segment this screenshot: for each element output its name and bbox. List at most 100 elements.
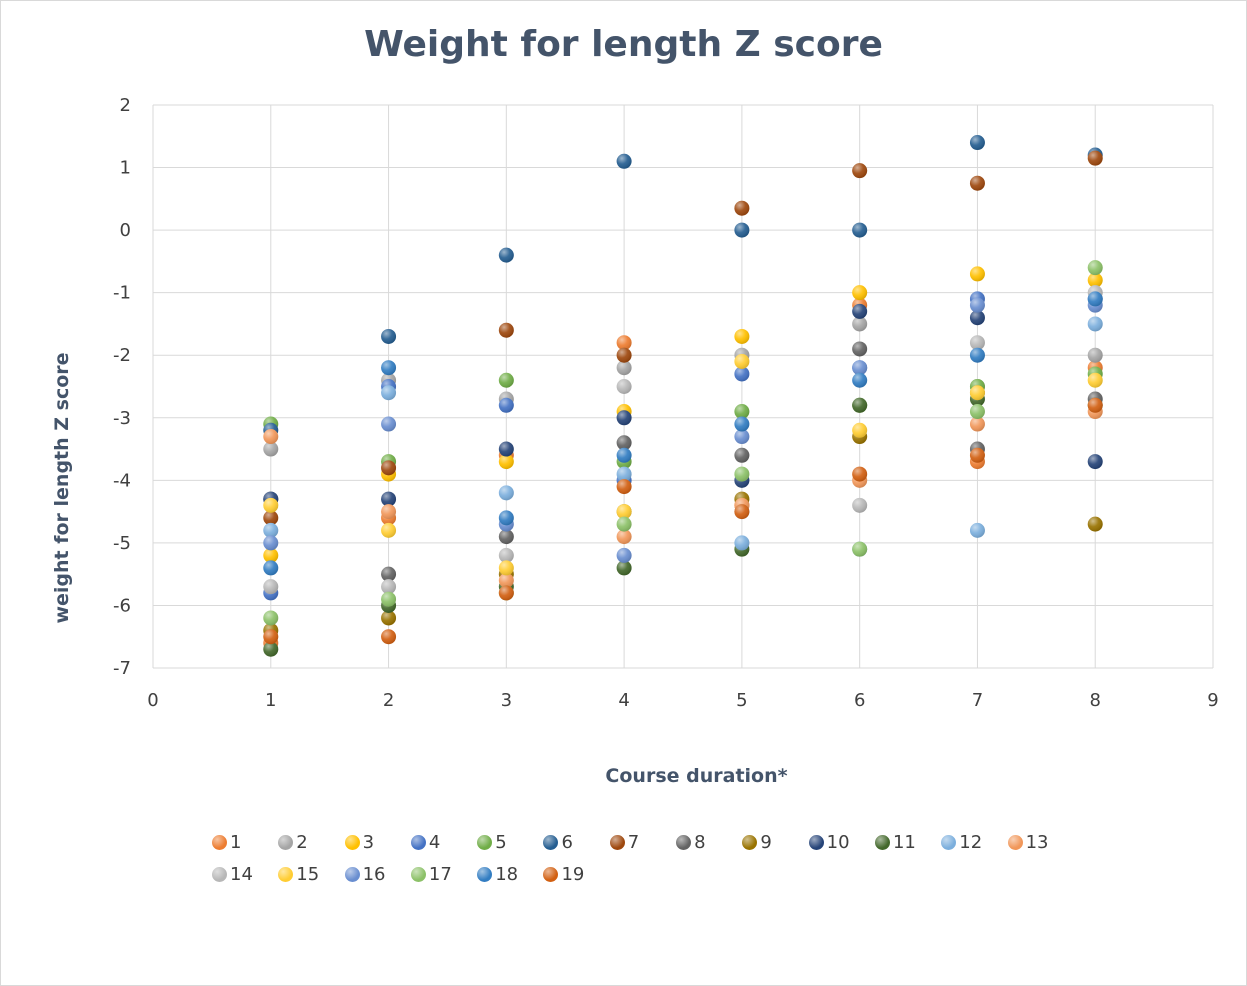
data-point-series-2 bbox=[616, 360, 632, 376]
data-point-series-2 bbox=[852, 316, 868, 332]
x-tick-label: 2 bbox=[383, 690, 394, 711]
legend-label: 9 bbox=[760, 831, 772, 853]
data-point-series-16 bbox=[969, 297, 985, 313]
data-point-series-4 bbox=[498, 397, 514, 413]
data-point-series-19 bbox=[498, 585, 514, 601]
legend-item: 19 bbox=[543, 859, 609, 892]
y-tick-label: -2 bbox=[113, 345, 131, 366]
data-point-series-16 bbox=[616, 547, 632, 563]
data-point-series-6 bbox=[616, 153, 632, 169]
y-tick-label: 1 bbox=[120, 158, 131, 179]
legend-label: 17 bbox=[428, 864, 452, 886]
legend-marker bbox=[212, 834, 227, 850]
data-point-series-13 bbox=[381, 504, 397, 520]
legend-marker bbox=[212, 867, 227, 883]
legend-marker bbox=[477, 867, 493, 883]
data-point-series-19 bbox=[852, 466, 868, 482]
data-point-series-14 bbox=[969, 335, 985, 351]
data-point-series-7 bbox=[969, 175, 985, 191]
data-point-series-17 bbox=[616, 516, 632, 532]
chart-title: Weight for length Z score bbox=[364, 24, 883, 65]
legend-label: 5 bbox=[495, 831, 507, 853]
legend-marker bbox=[278, 867, 294, 883]
data-point-series-7 bbox=[1087, 150, 1103, 166]
legend-item: 4 bbox=[410, 826, 477, 859]
data-point-series-2 bbox=[263, 441, 279, 457]
legend-label: 3 bbox=[362, 831, 375, 853]
data-point-series-1 bbox=[616, 335, 632, 351]
legend-item: 11 bbox=[874, 826, 941, 859]
legend-label: 1 bbox=[230, 831, 242, 853]
y-tick-label: -3 bbox=[113, 408, 131, 429]
data-point-series-19 bbox=[734, 504, 750, 520]
data-point-series-6 bbox=[498, 247, 514, 263]
data-point-series-18 bbox=[498, 510, 514, 526]
data-point-series-16 bbox=[852, 360, 868, 376]
data-point-series-12 bbox=[1087, 316, 1103, 332]
x-tick-label: 6 bbox=[854, 690, 865, 711]
data-point-series-15 bbox=[734, 353, 750, 369]
x-tick-label: 1 bbox=[265, 690, 276, 711]
legend-item: 12 bbox=[941, 826, 1007, 859]
legend-label: 10 bbox=[826, 831, 850, 853]
legend-item: 6 bbox=[543, 826, 609, 859]
data-point-series-15 bbox=[498, 560, 514, 576]
data-point-series-3 bbox=[734, 328, 750, 344]
data-point-series-2 bbox=[1087, 347, 1103, 363]
y-tick-label: -1 bbox=[113, 283, 131, 304]
data-points bbox=[263, 135, 1103, 657]
legend-item: 3 bbox=[344, 826, 411, 859]
legend-label: 13 bbox=[1025, 831, 1049, 853]
data-point-series-16 bbox=[734, 429, 750, 445]
legend-marker bbox=[874, 834, 890, 850]
legend-item: 17 bbox=[410, 859, 477, 892]
data-point-series-6 bbox=[852, 222, 868, 238]
data-point-series-18 bbox=[969, 347, 985, 363]
data-point-series-3 bbox=[498, 454, 514, 470]
data-point-series-14 bbox=[381, 579, 397, 595]
data-point-series-12 bbox=[734, 535, 750, 551]
data-point-series-12 bbox=[381, 385, 397, 401]
legend-item: 14 bbox=[212, 859, 278, 892]
data-point-series-12 bbox=[498, 485, 514, 501]
data-point-series-12 bbox=[969, 522, 985, 538]
legend-marker bbox=[808, 834, 824, 850]
data-point-series-15 bbox=[263, 497, 279, 513]
data-point-series-11 bbox=[852, 397, 868, 413]
legend-label: 6 bbox=[561, 831, 573, 853]
legend: 1 2 3 4 5 6 7 8 9 10 11 12 13 14 15 16 17 18 19 bbox=[212, 826, 1092, 891]
data-point-series-19 bbox=[1087, 397, 1103, 413]
legend-item: 2 bbox=[278, 826, 344, 859]
data-point-series-10 bbox=[852, 303, 868, 319]
legend-marker bbox=[742, 834, 758, 850]
data-point-series-7 bbox=[734, 200, 750, 216]
data-point-series-15 bbox=[381, 522, 397, 538]
legend-marker bbox=[609, 834, 625, 850]
data-point-series-18 bbox=[381, 360, 397, 376]
data-point-series-14 bbox=[498, 547, 514, 563]
y-tick-label: 0 bbox=[120, 220, 131, 241]
data-point-series-19 bbox=[263, 629, 279, 645]
x-tick-label: 4 bbox=[618, 690, 629, 711]
data-point-series-10 bbox=[969, 310, 985, 326]
legend-marker bbox=[543, 834, 559, 850]
y-tick-label: -5 bbox=[113, 533, 131, 554]
legend-label: 8 bbox=[694, 831, 706, 853]
data-point-series-13 bbox=[616, 529, 632, 545]
y-tick-label: 2 bbox=[120, 95, 131, 116]
data-point-series-18 bbox=[1087, 291, 1103, 307]
data-point-series-11 bbox=[263, 641, 279, 657]
data-point-series-6 bbox=[734, 222, 750, 238]
data-point-series-4 bbox=[734, 366, 750, 382]
data-point-series-18 bbox=[852, 372, 868, 388]
data-point-series-14 bbox=[852, 497, 868, 513]
legend-label: 15 bbox=[296, 864, 320, 886]
data-point-series-17 bbox=[969, 404, 985, 420]
data-point-series-15 bbox=[969, 385, 985, 401]
legend-label: 18 bbox=[495, 864, 519, 886]
data-point-series-14 bbox=[616, 379, 632, 394]
legend-marker bbox=[410, 834, 426, 850]
data-point-series-18 bbox=[616, 447, 632, 463]
data-point-series-14 bbox=[263, 579, 279, 595]
data-point-series-16 bbox=[263, 535, 279, 551]
